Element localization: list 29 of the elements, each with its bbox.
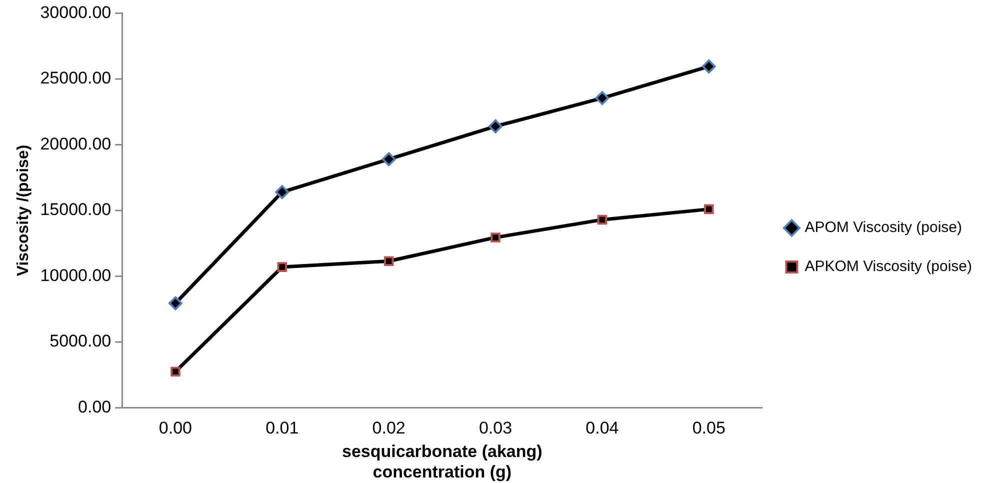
y-tick-label: 0.00 — [78, 397, 112, 416]
point — [704, 204, 714, 214]
x-tick-label: 0.00 — [158, 418, 192, 438]
y-tick-label: 25000.00 — [40, 68, 112, 88]
y-tick-label: 10000.00 — [40, 266, 112, 285]
x-tick-label: 0.01 — [266, 418, 299, 438]
y-axis-title: Viscosity /(poise) — [15, 144, 32, 276]
legend-label: APOM Viscosity (poise) — [804, 219, 962, 236]
x-axis-title: sesquicarbonate (akang) concentration (g) — [342, 442, 542, 482]
point — [597, 214, 608, 225]
legend-label: APKOM Viscosity (poise) — [804, 258, 972, 276]
point — [702, 59, 716, 74]
y-tick-label: 20000.00 — [40, 134, 112, 154]
point — [488, 119, 503, 134]
point — [170, 366, 180, 377]
x-tick-label: 0.03 — [478, 418, 512, 438]
point — [168, 296, 182, 310]
x-tick-label: 0.02 — [372, 418, 406, 438]
x-tick-label: 0.05 — [692, 418, 726, 438]
point — [275, 185, 290, 200]
x-tick-label: 0.04 — [586, 418, 619, 438]
point — [595, 91, 610, 106]
y-tick-label: 5000.00 — [50, 332, 112, 351]
point — [277, 262, 288, 272]
point — [384, 256, 394, 266]
point — [490, 232, 500, 242]
y-tick-label: 30000.00 — [40, 2, 112, 22]
y-tick-label: 15000.00 — [40, 200, 112, 220]
point — [382, 152, 396, 166]
